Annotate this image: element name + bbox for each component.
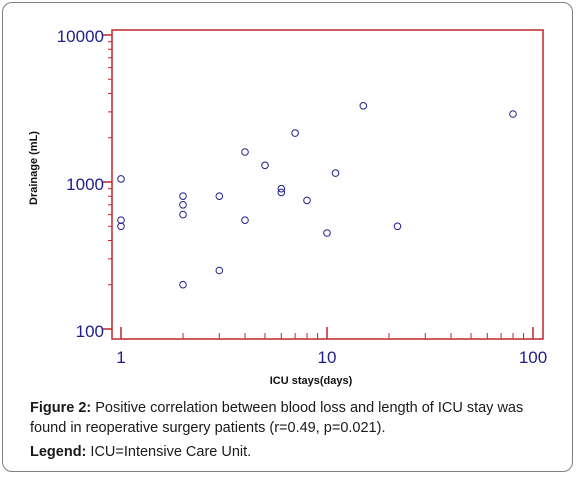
data-point xyxy=(509,110,517,118)
figure-label: Figure 2: xyxy=(30,400,92,416)
data-point xyxy=(359,102,368,110)
x-axis-title: ICU stays(days) xyxy=(270,375,353,387)
data-point xyxy=(331,169,340,177)
minor-ticks xyxy=(108,41,525,339)
figure-caption: Figure 2: Positive correlation between b… xyxy=(30,398,560,438)
data-point xyxy=(179,192,187,200)
data-point xyxy=(215,192,224,200)
legend-label: Legend: xyxy=(30,444,87,460)
data-point xyxy=(179,201,187,209)
data-point xyxy=(323,229,331,237)
x-tick-label-1: 1 xyxy=(116,348,125,367)
data-point xyxy=(393,222,402,231)
data-point xyxy=(215,266,224,275)
y-tick-label-10000: 10000 xyxy=(57,27,104,46)
data-point xyxy=(261,161,269,170)
x-tick-label-10: 10 xyxy=(318,348,337,367)
data-point xyxy=(303,196,311,205)
plot-area-frame xyxy=(111,29,544,340)
major-ticks xyxy=(103,34,534,339)
data-point xyxy=(241,216,249,224)
data-point xyxy=(241,148,249,156)
y-tick-label-100: 100 xyxy=(76,322,104,341)
figure-frame xyxy=(2,2,573,472)
data-point xyxy=(117,222,125,231)
data-point xyxy=(277,188,286,197)
figure-legend: Legend: ICU=Intensive Care Unit. xyxy=(30,442,560,462)
data-point xyxy=(291,129,299,137)
data-point xyxy=(277,184,286,193)
data-point xyxy=(179,280,187,289)
y-tick-label-1000: 1000 xyxy=(66,175,104,194)
x-tick-label-100: 100 xyxy=(519,348,547,367)
figure-caption-text: Positive correlation between blood loss … xyxy=(30,400,524,436)
data-point xyxy=(179,210,187,219)
data-point xyxy=(117,175,125,183)
data-points xyxy=(117,102,517,289)
y-axis-title: Drainage (mL) xyxy=(28,131,40,205)
legend-text: ICU=Intensive Care Unit. xyxy=(86,444,252,460)
